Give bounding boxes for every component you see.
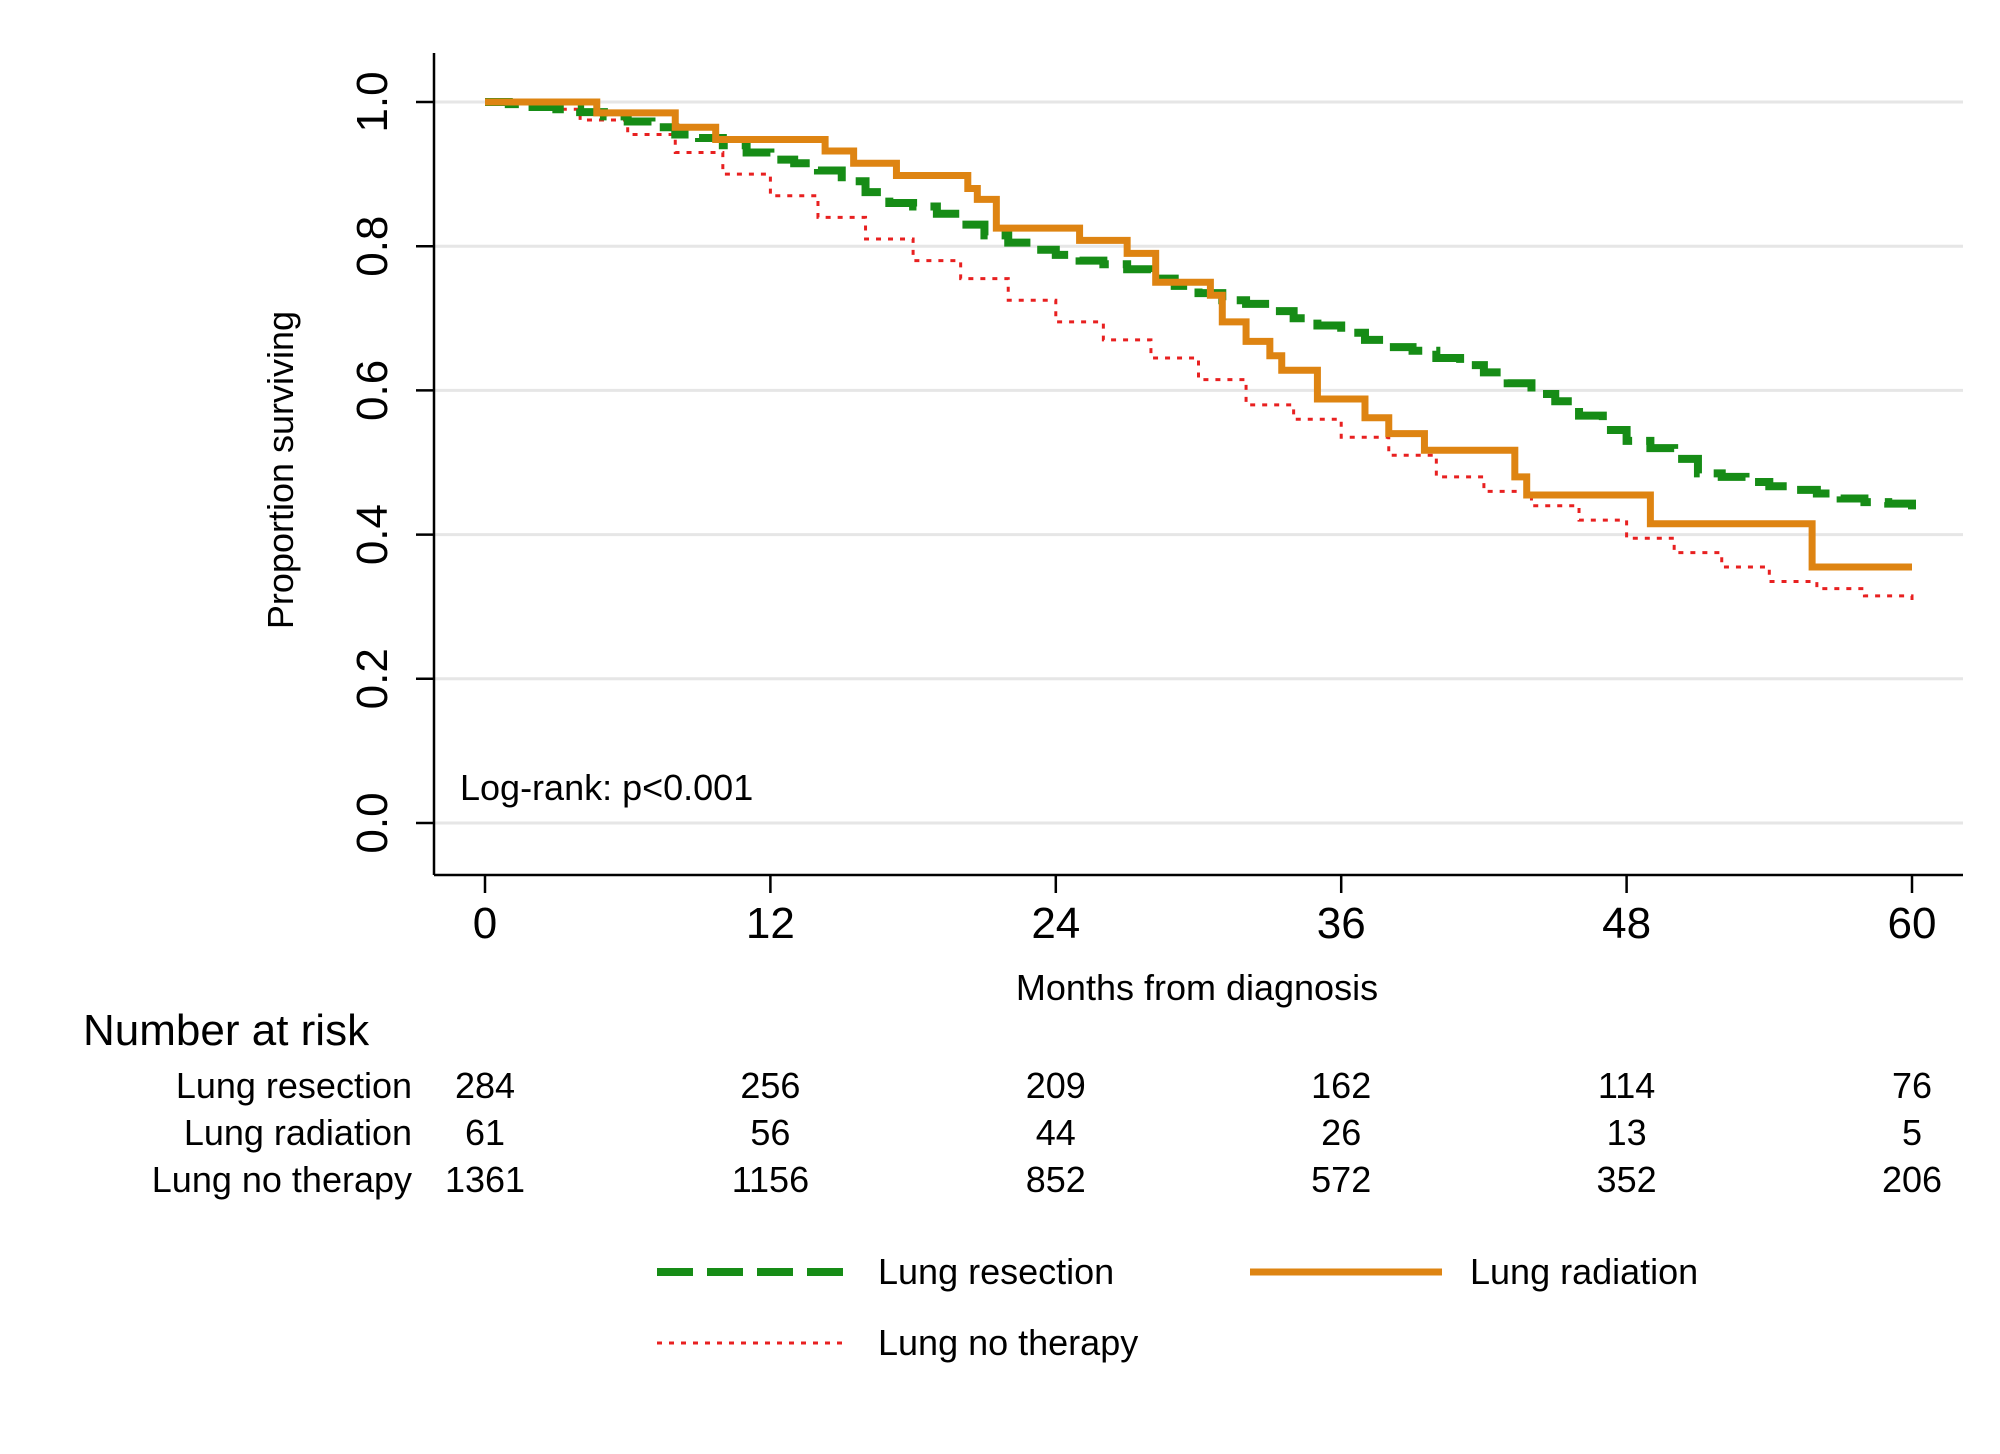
risk-value: 44 [1036, 1112, 1076, 1153]
y-tick-label: 0.6 [348, 360, 397, 421]
risk-row-label: Lung radiation [184, 1112, 412, 1153]
series-line-lung-resection [485, 98, 1916, 510]
x-tick-label: 0 [473, 899, 497, 948]
x-tick-label: 24 [1031, 899, 1080, 948]
risk-value: 1361 [445, 1159, 525, 1200]
risk-value: 56 [750, 1112, 790, 1153]
series-line-lung-radiation [485, 98, 1912, 571]
risk-value: 206 [1882, 1159, 1942, 1200]
legend-label: Lung no therapy [878, 1322, 1138, 1363]
risk-row-label: Lung no therapy [152, 1159, 412, 1200]
risk-value: 284 [455, 1065, 515, 1106]
logrank-annotation: Log-rank: p<0.001 [460, 767, 753, 808]
y-axis-label: Proportion surviving [260, 311, 301, 629]
x-tick-label: 48 [1602, 899, 1651, 948]
x-tick-label: 36 [1317, 899, 1366, 948]
x-axis-label: Months from diagnosis [1016, 967, 1378, 1008]
legend: Lung resection Lung radiation Lung no ther… [657, 1251, 1698, 1363]
legend-label: Lung resection [878, 1251, 1114, 1292]
risk-value: 26 [1321, 1112, 1361, 1153]
y-tick-labels: 0.0 0.2 0.4 0.6 0.8 1.0 [348, 71, 397, 853]
risk-value: 162 [1311, 1065, 1371, 1106]
risk-value: 5 [1902, 1112, 1922, 1153]
risk-value: 61 [465, 1112, 505, 1153]
legend-label: Lung radiation [1470, 1251, 1698, 1292]
risk-value: 852 [1026, 1159, 1086, 1200]
risk-value: 572 [1311, 1159, 1371, 1200]
risk-value: 114 [1598, 1065, 1655, 1106]
risk-value: 76 [1892, 1065, 1932, 1106]
risk-value: 209 [1026, 1065, 1086, 1106]
risk-table: Lung resection 284 256 209 162 114 76 Lung radi… [152, 1065, 1942, 1200]
y-tick-label: 0.2 [348, 648, 397, 709]
risk-value: 1156 [732, 1159, 809, 1200]
y-tick-label: 1.0 [348, 71, 397, 132]
axes [416, 53, 1963, 893]
risk-row-label: Lung resection [176, 1065, 412, 1106]
y-tick-label: 0.0 [348, 792, 397, 853]
series-layer [485, 98, 1916, 604]
risk-value: 352 [1597, 1159, 1657, 1200]
risk-value: 256 [740, 1065, 800, 1106]
y-tick-label: 0.8 [348, 216, 397, 277]
x-tick-label: 60 [1888, 899, 1937, 948]
risk-table-title: Number at risk [83, 1006, 370, 1055]
y-tick-label: 0.4 [348, 504, 397, 565]
x-tick-labels: 0 12 24 36 48 60 [473, 899, 1937, 948]
risk-value: 13 [1607, 1112, 1647, 1153]
grid-lines [434, 100, 1963, 825]
x-tick-label: 12 [746, 899, 795, 948]
